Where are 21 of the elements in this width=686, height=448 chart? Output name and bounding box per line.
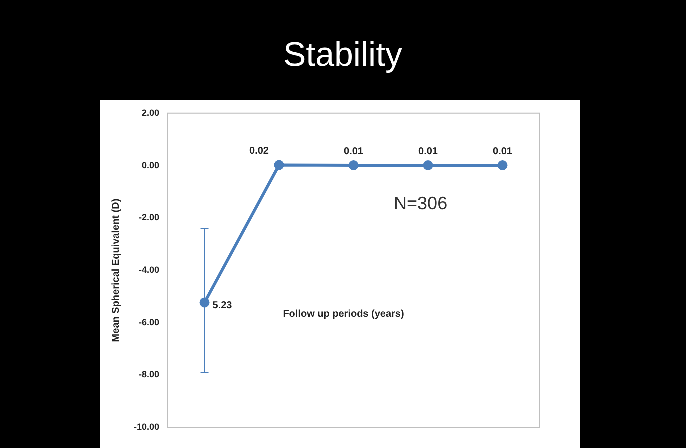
y-tick-label: -10.00: [134, 422, 160, 432]
data-label: 0.02: [250, 146, 270, 157]
point: [498, 160, 508, 171]
y-tick-label: 2.00: [142, 108, 160, 118]
data-label: 0.01: [493, 146, 513, 158]
chart-title: Stability: [282, 36, 404, 75]
y-tick-label: -4.00: [139, 264, 160, 275]
y-tick-label: -2.00: [139, 212, 160, 223]
y-tick-label: -6.00: [139, 317, 160, 328]
point: [274, 160, 284, 170]
data-label: 0.01: [418, 146, 438, 158]
y-tick-label: 0.00: [142, 160, 160, 170]
data-label: 0.01: [344, 146, 364, 158]
annotation: 5.23: [212, 300, 233, 312]
x-axis-title: Follow up periods (years): [283, 309, 404, 320]
point: [348, 160, 359, 171]
y-tick-label: -8.00: [139, 370, 160, 380]
annotation: N=306: [394, 193, 448, 214]
point: [423, 160, 434, 171]
y-axis-title: Mean Spherical Equivalent (D): [110, 198, 122, 342]
point: [200, 298, 210, 308]
